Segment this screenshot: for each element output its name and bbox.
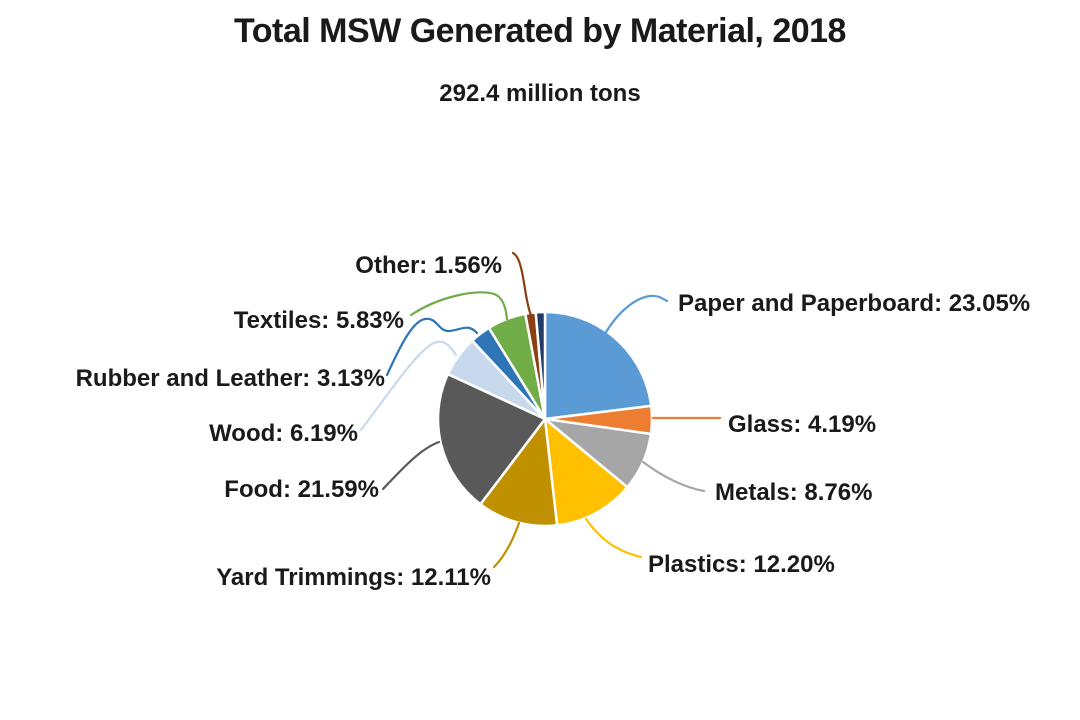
leader-line-food (381, 440, 441, 491)
leader-line-other (511, 251, 533, 317)
pie-slice-paper-and-paperboard (543, 310, 653, 421)
pie-slice-unlabeled (534, 310, 547, 421)
slice-callout-paper-and-paperboard: Paper and Paperboard: 23.05% (678, 289, 1031, 317)
leader-line-yard-trimmings (492, 521, 521, 569)
slice-callout-yard-trimmings: Yard Trimmings: 12.11% (216, 563, 491, 591)
slice-callout-glass: Glass: 4.19% (728, 410, 877, 438)
slice-callout-rubber-and-leather: Rubber and Leather: 3.13% (75, 364, 385, 392)
leader-line-textiles (409, 291, 509, 321)
slice-callout-wood: Wood: 6.19% (209, 419, 358, 447)
chart-title: Total MSW Generated by Material, 2018 (234, 12, 846, 50)
leader-line-metals (641, 460, 706, 493)
slice-callout-textiles: Textiles: 5.83% (233, 306, 404, 334)
pie-slice-plastics (543, 417, 629, 527)
slice-callout-food: Food: 21.59% (224, 475, 379, 503)
leader-line-wood (359, 340, 458, 432)
leader-line-plastics (584, 517, 643, 559)
slice-callout-metals: Metals: 8.76% (715, 478, 873, 506)
slice-callout-plastics: Plastics: 12.20% (648, 550, 835, 578)
leader-line-rubber-and-leather (385, 317, 479, 377)
chart-subtitle: 292.4 million tons (439, 80, 641, 107)
pie-slice-yard-trimmings (479, 417, 559, 528)
leader-line-paper-and-paperboard (599, 294, 669, 343)
slice-callout-other: Other: 1.56% (355, 251, 502, 279)
